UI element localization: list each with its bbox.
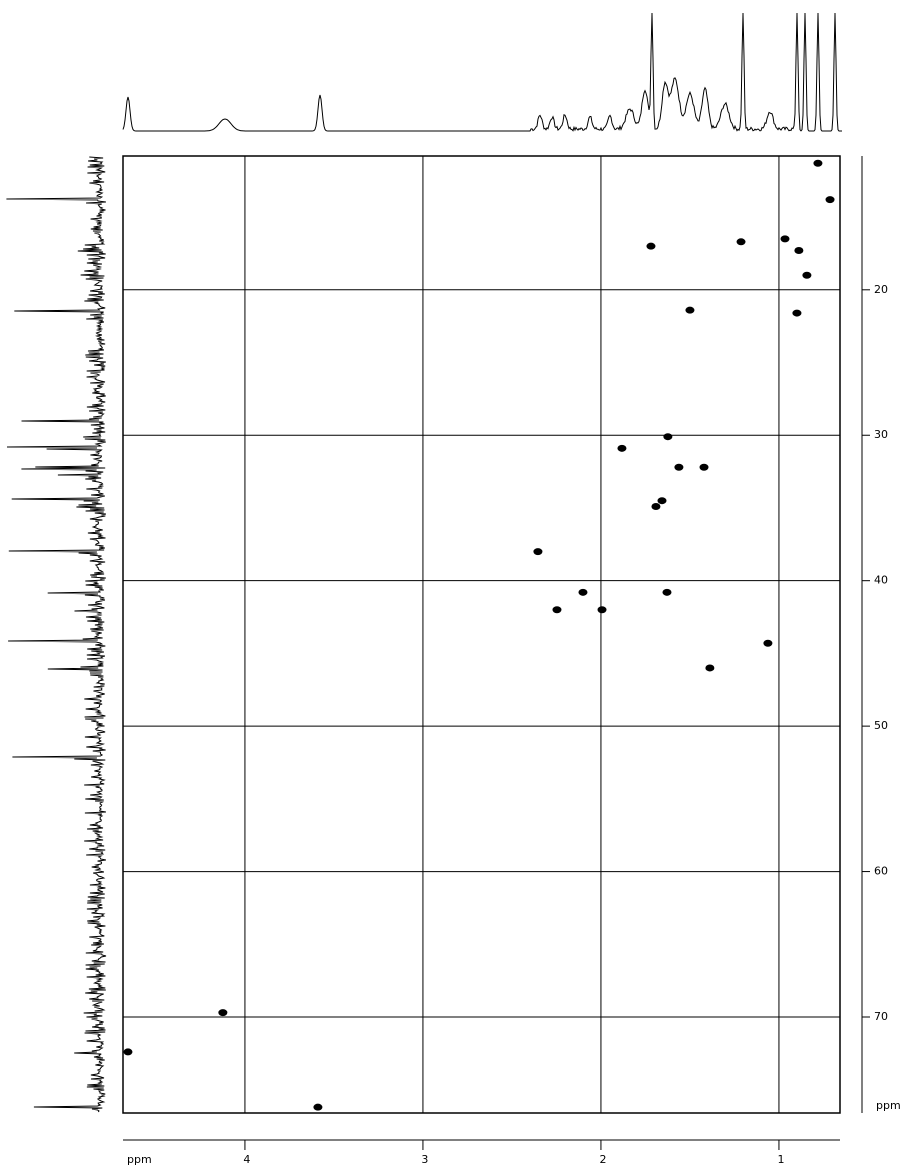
cross-peak (218, 1009, 228, 1017)
cross-peak (597, 606, 607, 614)
cross-peak (662, 588, 672, 596)
x-tick-label: 4 (243, 1153, 250, 1166)
cross-peak (533, 548, 543, 556)
cross-peak (578, 588, 588, 596)
cross-peak (792, 309, 802, 317)
cross-peak (705, 664, 715, 672)
x-tick-label: 3 (421, 1153, 428, 1166)
cross-peak (674, 463, 684, 471)
cross-peak (313, 1103, 323, 1111)
projection-trace (122, 12, 842, 132)
cross-peak (552, 606, 562, 614)
y-tick-label: 70 (874, 1010, 888, 1023)
y-axis-label: ppm (876, 1099, 901, 1112)
cross-peak (699, 463, 709, 471)
cross-peak (763, 639, 773, 647)
cross-peak (617, 444, 627, 452)
cross-peak (794, 247, 804, 255)
cross-peak (780, 235, 790, 243)
x-tick-label: 2 (599, 1153, 606, 1166)
projection-trace (6, 156, 107, 1113)
plot-frame (122, 155, 841, 1114)
cross-peak (813, 159, 823, 167)
cross-peak (646, 242, 656, 250)
cross-peak (663, 433, 673, 441)
x-axis-label: ppm (127, 1153, 152, 1166)
cross-peak (736, 238, 746, 246)
y-tick-label: 60 (874, 865, 888, 878)
y-tick-label: 40 (874, 574, 888, 587)
cross-peak (825, 196, 835, 204)
cross-peak (123, 1048, 133, 1056)
y-tick-label: 20 (874, 283, 888, 296)
cross-peak (657, 497, 667, 505)
cross-peak (802, 271, 812, 279)
y-tick-label: 30 (874, 428, 888, 441)
x-tick-label: 1 (777, 1153, 784, 1166)
cross-peak (685, 306, 695, 314)
y-tick-label: 50 (874, 719, 888, 732)
cross-peak (651, 503, 661, 511)
